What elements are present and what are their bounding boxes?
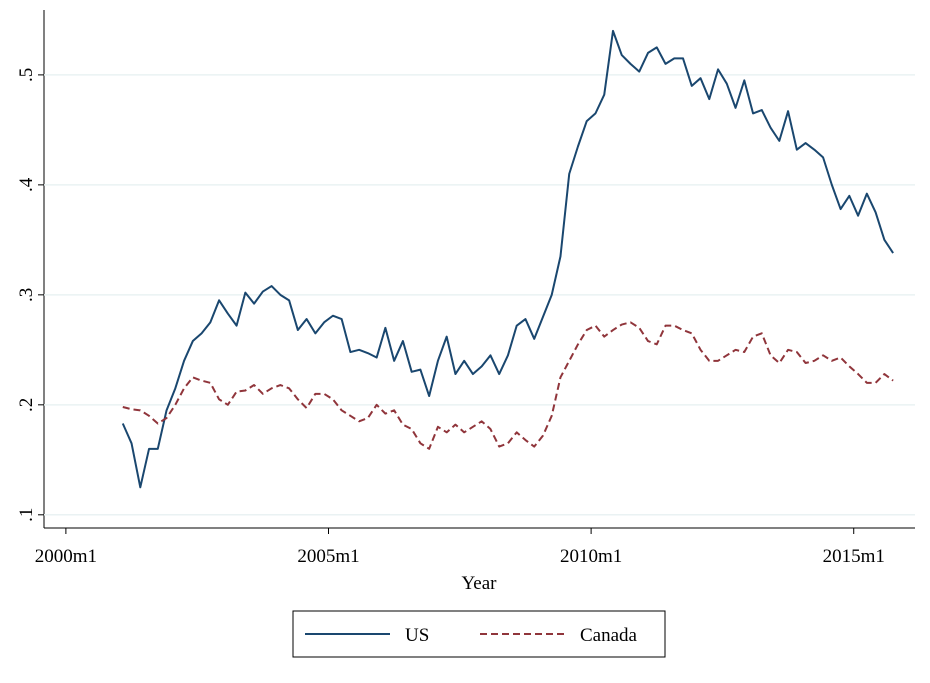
y-tick-label: .1 (16, 508, 37, 522)
line-series (122, 321, 894, 450)
y-tick-label: .2 (16, 398, 37, 412)
legend-label: Canada (580, 625, 638, 646)
y-tick-label: .3 (16, 288, 37, 302)
x-tick-label: 2015m1 (823, 546, 885, 567)
x-tick-label: 2000m1 (35, 546, 97, 567)
x-tick-label: 2005m1 (297, 546, 359, 567)
x-tick-label: 2010m1 (560, 546, 622, 567)
y-tick-label: .5 (16, 68, 37, 82)
x-axis-label: Year (461, 573, 497, 594)
y-tick-label: .4 (16, 177, 37, 192)
legend-label: US (405, 625, 429, 646)
line-series (121, 29, 894, 489)
